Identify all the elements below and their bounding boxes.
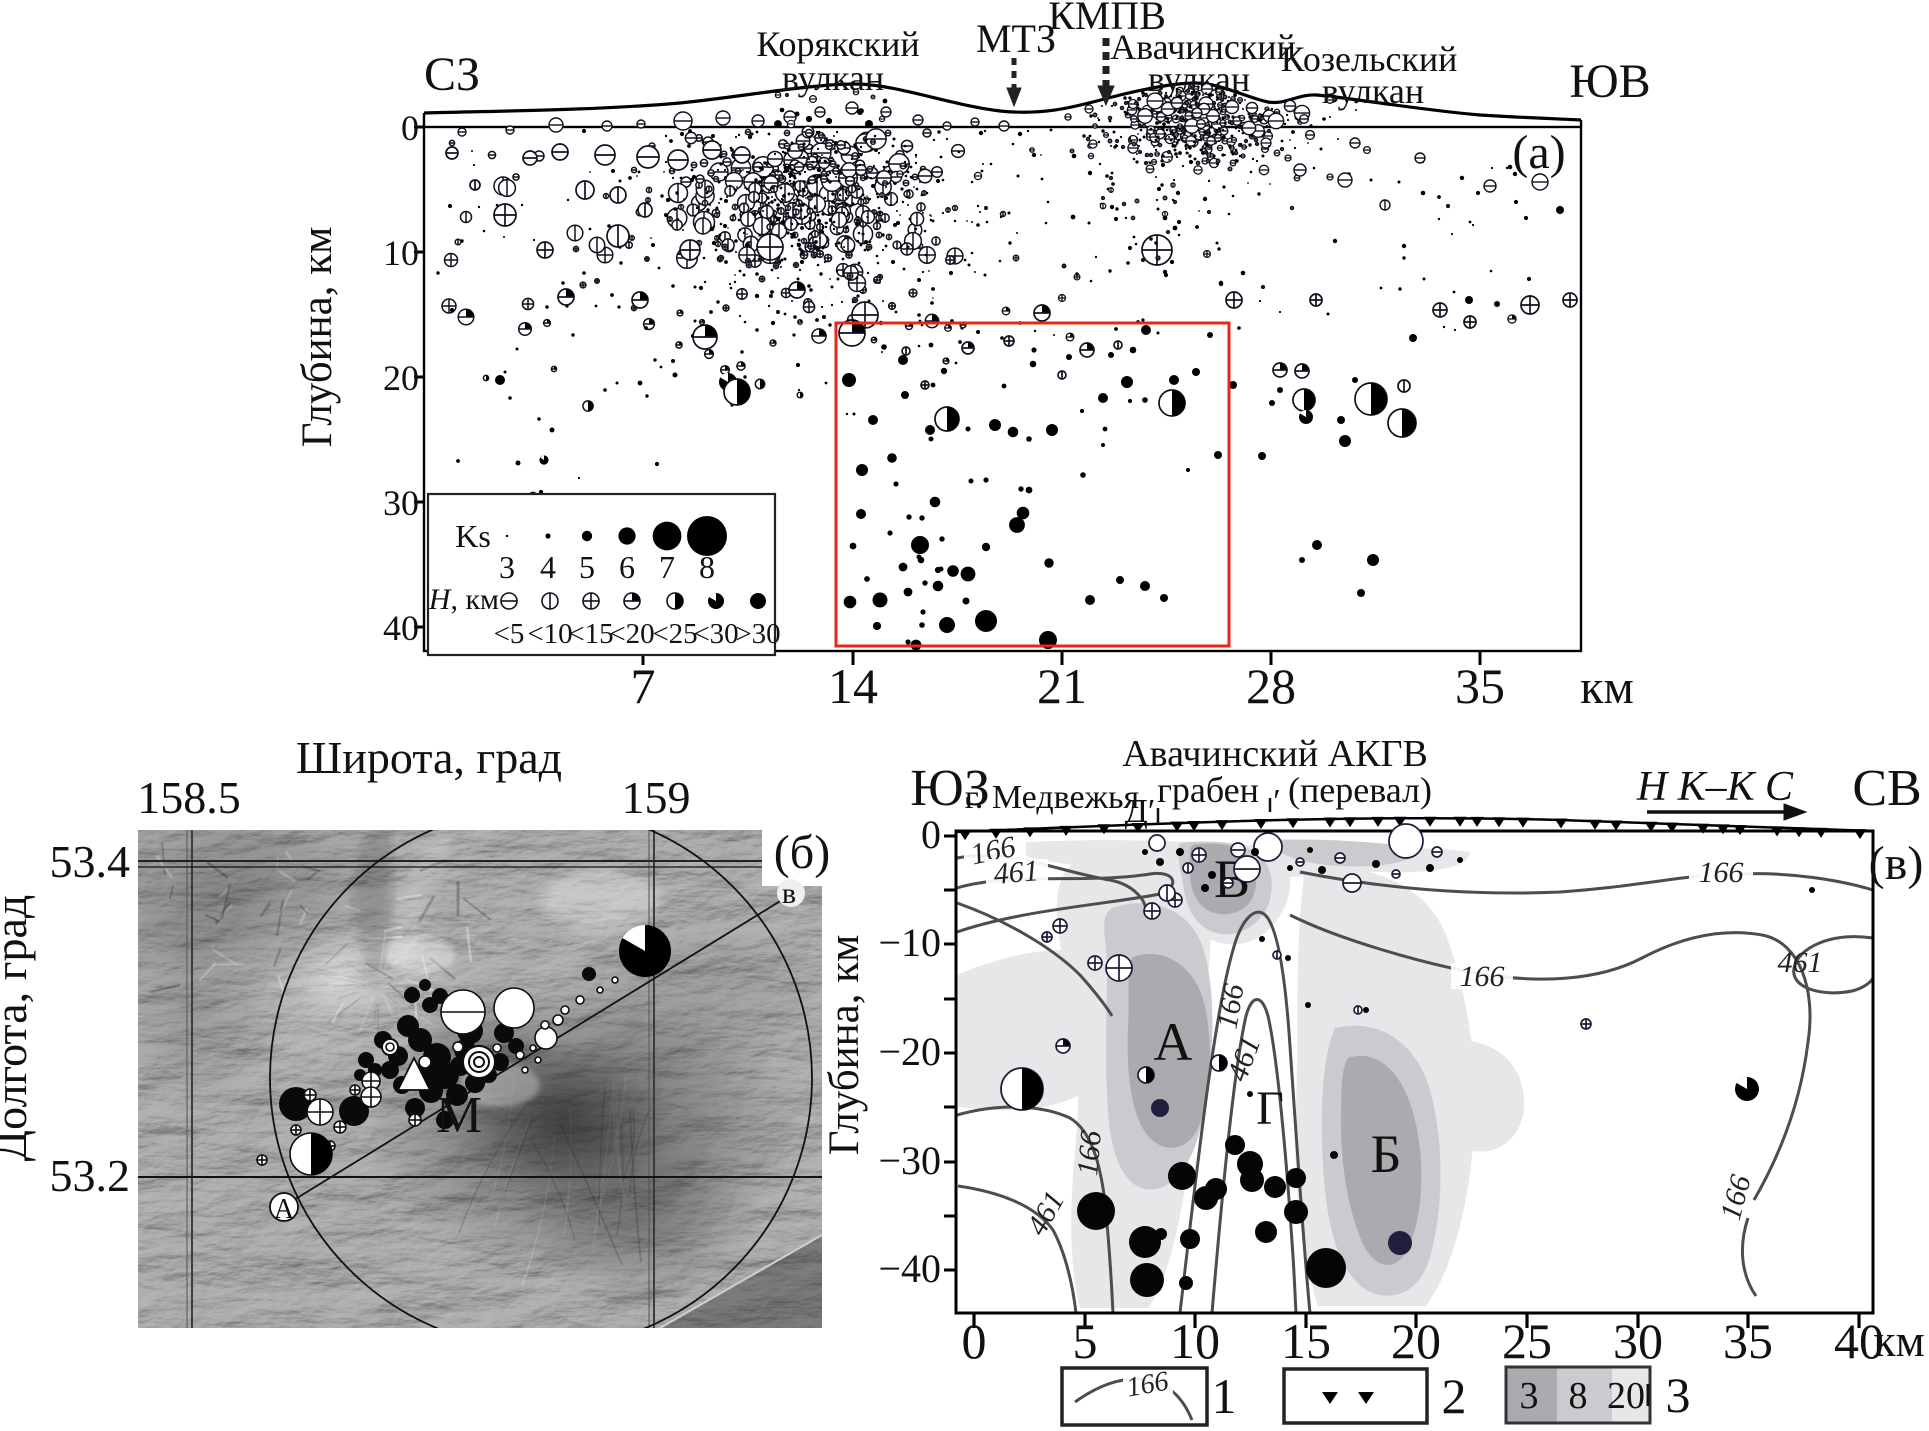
svg-text:в: в [782, 877, 796, 910]
svg-text:166: 166 [1071, 1129, 1108, 1177]
svg-text:0: 0 [962, 1313, 987, 1369]
svg-text:−40: −40 [878, 1246, 941, 1291]
svg-text:Козельский: Козельский [1281, 39, 1458, 79]
svg-text:(перевал): (перевал) [1288, 770, 1432, 810]
svg-text:<10: <10 [527, 618, 572, 650]
svg-text:−10: −10 [878, 920, 941, 965]
svg-text:158.5: 158.5 [137, 772, 241, 823]
svg-text:159: 159 [622, 772, 691, 823]
svg-text:H, км: H, км [428, 583, 499, 616]
svg-text:Н К–К С: Н К–К С [1636, 764, 1794, 810]
svg-text:<30: <30 [693, 618, 738, 650]
svg-text:ЮВ: ЮВ [1569, 55, 1650, 108]
svg-text:166: 166 [1124, 1366, 1171, 1404]
svg-text:3: 3 [1520, 1375, 1539, 1417]
svg-text:0: 0 [921, 812, 941, 857]
svg-text:ЮЗ: ЮЗ [910, 760, 990, 817]
svg-text:вулкан: вулкан [1322, 71, 1424, 111]
svg-text:10: 10 [383, 233, 419, 273]
svg-text:166: 166 [1714, 1172, 1758, 1224]
svg-text:Широта, град: Широта, град [296, 732, 562, 783]
svg-text:25: 25 [1502, 1313, 1552, 1369]
svg-text:(а): (а) [1512, 126, 1565, 179]
svg-text:5: 5 [1073, 1313, 1098, 1369]
svg-text:4: 4 [540, 549, 556, 585]
svg-text:166: 166 [1210, 981, 1250, 1031]
svg-text:МТЗ: МТЗ [976, 16, 1056, 61]
svg-text:2: 2 [1442, 1368, 1467, 1424]
svg-text:Г: Г [1256, 1082, 1284, 1135]
svg-text:1: 1 [1212, 1368, 1237, 1424]
svg-text:0: 0 [401, 108, 419, 148]
svg-text:35: 35 [1455, 658, 1505, 714]
svg-text:(б): (б) [774, 826, 830, 879]
svg-text:вулкан: вулкан [782, 58, 884, 98]
svg-text:СЗ: СЗ [424, 48, 480, 101]
svg-text:Глубина, км: Глубина, км [821, 935, 868, 1156]
svg-text:Авачинский: Авачинский [1110, 27, 1296, 67]
svg-text:грабен: грабен [1157, 770, 1259, 810]
svg-text:10: 10 [1170, 1313, 1220, 1369]
svg-text:А: А [1154, 1012, 1193, 1072]
svg-text:21: 21 [1037, 658, 1087, 714]
svg-text:′: ′ [1273, 783, 1280, 820]
svg-text:КМПВ: КМПВ [1048, 0, 1166, 38]
svg-text:Д′: Д′ [1125, 793, 1156, 830]
svg-text:−20: −20 [878, 1029, 941, 1074]
svg-text:40: 40 [1834, 1313, 1884, 1369]
svg-text:35: 35 [1723, 1313, 1773, 1369]
svg-text:3: 3 [1666, 1367, 1691, 1423]
svg-text:Ks: Ks [455, 518, 491, 554]
svg-text:км: км [1873, 1315, 1924, 1366]
svg-text:7: 7 [631, 658, 656, 714]
svg-text:(в): (в) [1869, 837, 1924, 890]
svg-text:8: 8 [699, 549, 715, 585]
svg-text:А: А [274, 1194, 295, 1225]
svg-text:53.2: 53.2 [50, 1150, 131, 1201]
svg-text:30: 30 [1613, 1313, 1663, 1369]
svg-text:3: 3 [499, 549, 515, 585]
svg-text:20: 20 [1391, 1313, 1441, 1369]
svg-text:461: 461 [992, 854, 1040, 891]
svg-text:20: 20 [383, 358, 419, 398]
svg-text:Глубина, км: Глубина, км [294, 227, 341, 448]
svg-text:Авачинский АКГВ: Авачинский АКГВ [1122, 733, 1428, 775]
svg-text:7: 7 [659, 549, 675, 585]
svg-text:8: 8 [1569, 1375, 1588, 1417]
svg-text:Корякский: Корякский [756, 24, 919, 64]
svg-text:461: 461 [1778, 946, 1823, 979]
svg-text:<20: <20 [609, 618, 654, 650]
svg-text:5: 5 [579, 549, 595, 585]
svg-text:>30: >30 [735, 618, 780, 650]
svg-text:г. Медвежья: г. Медвежья [965, 779, 1140, 816]
svg-text:М: М [436, 1087, 482, 1144]
svg-text:Б: Б [1370, 1124, 1401, 1184]
svg-text:53.4: 53.4 [50, 836, 131, 887]
svg-text:<25: <25 [652, 618, 697, 650]
svg-text:14: 14 [828, 658, 878, 714]
svg-text:15: 15 [1281, 1313, 1331, 1369]
svg-text:461: 461 [1221, 1032, 1267, 1086]
svg-text:Долгота, град: Долгота, град [0, 895, 36, 1162]
svg-text:461: 461 [1020, 1186, 1071, 1241]
svg-text:км: км [1580, 661, 1634, 714]
svg-text:30: 30 [383, 483, 419, 523]
svg-text:СВ: СВ [1852, 760, 1921, 817]
svg-text:166: 166 [1460, 960, 1505, 993]
svg-text:<5: <5 [494, 618, 525, 650]
svg-text:6: 6 [619, 549, 635, 585]
svg-text:−30: −30 [878, 1138, 941, 1183]
svg-text:28: 28 [1246, 658, 1296, 714]
svg-text:<15: <15 [568, 618, 613, 650]
svg-text:166: 166 [1699, 856, 1744, 889]
svg-text:40: 40 [383, 608, 419, 648]
svg-text:20: 20 [1607, 1375, 1645, 1417]
